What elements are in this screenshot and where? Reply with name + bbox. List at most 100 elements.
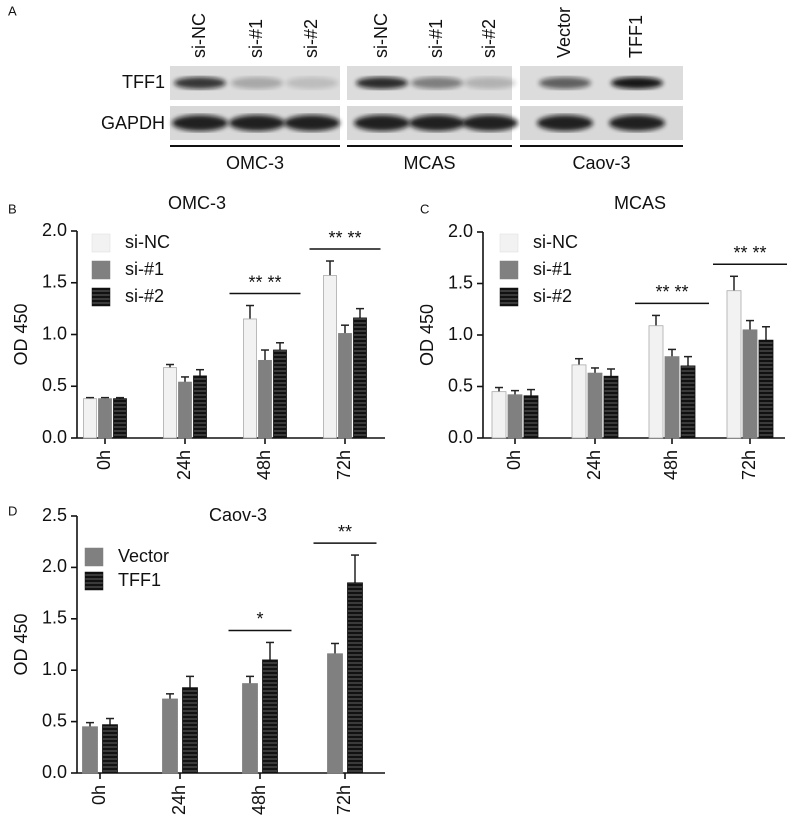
bar [102,724,118,774]
y-tick-label: 1.5 [42,272,67,292]
significance-label: ** ** [328,228,361,248]
legend-label: Vector [118,546,169,566]
chart-title: Caov-3 [209,505,267,525]
bar [182,687,198,774]
band [462,115,518,131]
y-axis-label: OD 450 [11,303,31,365]
bar [338,333,352,439]
y-tick-label: 1.5 [42,608,67,628]
bar [603,375,619,439]
panel-letter: B [8,201,17,216]
y-tick-label: 1.5 [448,272,473,292]
legend-swatch [84,571,104,591]
bar [507,394,523,439]
bar [178,381,192,439]
bar [258,359,272,439]
y-tick-label: 1.0 [42,659,67,679]
legend-swatch [91,260,111,280]
y-tick-label: 0.0 [42,762,67,782]
bar [353,317,367,439]
y-tick-label: 0.5 [42,710,67,730]
band [611,77,663,89]
band [409,115,465,131]
bar [491,391,507,439]
band [286,77,338,89]
legend-swatch [91,233,111,253]
bar [193,375,207,439]
bar [83,398,97,439]
legend-label: si-NC [125,232,170,252]
band [229,115,285,131]
band [174,77,226,89]
bar [82,726,98,774]
significance-label: ** ** [733,243,766,263]
significance-label: ** ** [655,282,688,302]
legend-label: si-#1 [533,259,572,279]
legend-swatch [84,547,104,567]
bar [587,372,603,439]
bar [742,329,758,439]
group-label: MCAS [403,153,455,173]
x-tick-label: 72h [739,450,759,480]
panel-letter: C [420,201,429,216]
chart: D Caov-3 OD 450 0.0 0.5 1.0 1.5 2.0 2.5 0h 24h 48h *… [8,503,385,815]
western-blot: A TFF1 GAPDH si-NC si-#1 si-#2 OMC-3 si-NC si… [8,3,683,173]
lane-label: TFF1 [626,15,646,58]
legend-swatch [91,287,111,307]
bar [98,398,112,439]
lane-label: si-NC [371,13,391,58]
bar [347,582,363,774]
band [284,115,340,131]
y-tick-label: 1.0 [42,323,67,343]
y-axis-label: OD 450 [417,304,437,366]
y-tick-label: 0.0 [42,427,67,447]
x-tick-label: 48h [254,450,274,480]
lane-label: Vector [554,7,574,58]
band [172,115,228,131]
bar [163,367,177,439]
bar [262,659,278,774]
lane-label: si-#1 [246,19,266,58]
legend-label: TFF1 [118,570,161,590]
legend-swatch [499,260,519,280]
x-tick-label: 0h [504,450,524,470]
legend-swatch [499,233,519,253]
y-tick-label: 2.0 [448,221,473,241]
bar [571,364,587,439]
chart: C MCAS OD 450 0.0 0.5 1.0 1.5 2.0 0h 24h 48h ** ** 7… [417,193,787,480]
band [537,115,593,131]
legend-label: si-#1 [125,259,164,279]
significance-label: ** [338,522,352,542]
y-tick-label: 2.0 [42,556,67,576]
y-axis-label: OD 450 [11,613,31,675]
bar [726,290,742,439]
legend-swatch [499,287,519,307]
band [231,77,283,89]
bar [273,349,287,439]
x-tick-label: 48h [249,785,269,815]
significance-label: * [256,609,263,629]
band [464,77,516,89]
band [539,77,591,89]
panel-letter: D [8,503,17,518]
y-tick-label: 0.5 [448,375,473,395]
lane-label: si-NC [189,13,209,58]
lane-label: si-#2 [301,19,321,58]
bar [162,698,178,774]
x-tick-label: 72h [334,450,354,480]
y-tick-label: 2.5 [42,505,67,525]
x-tick-label: 0h [94,450,114,470]
bar [323,275,337,439]
bar [113,398,127,439]
y-tick-label: 0.0 [448,427,473,447]
y-tick-label: 2.0 [42,220,67,240]
bar [680,365,696,439]
chart-title: MCAS [614,193,666,213]
lane-label: si-#1 [426,19,446,58]
bar [242,683,258,774]
lane-label: si-#2 [479,19,499,58]
band [354,115,410,131]
legend-label: si-NC [533,232,578,252]
x-tick-label: 72h [334,785,354,815]
